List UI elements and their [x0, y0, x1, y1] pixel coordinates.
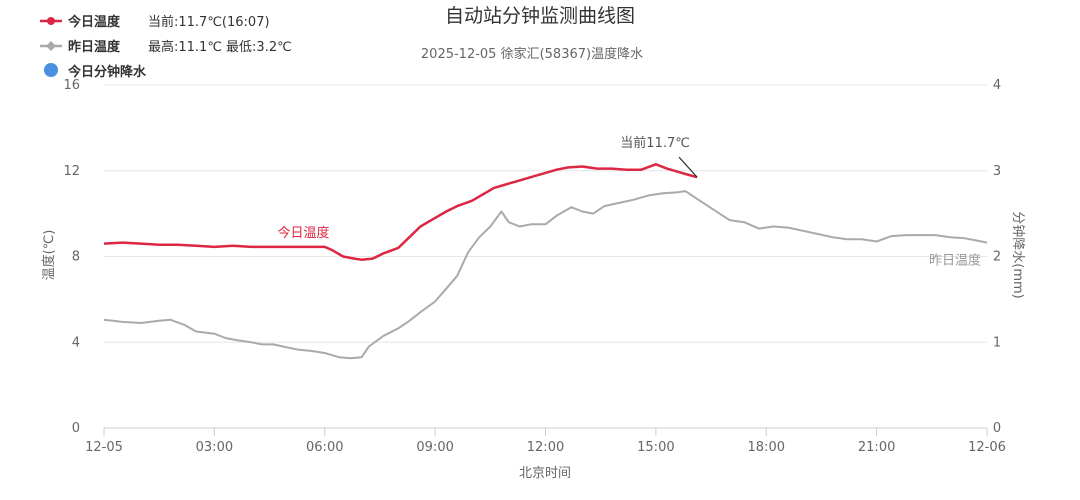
- legend-item-today-temp[interactable]: 今日温度 当前:11.7℃(16:07): [40, 14, 270, 30]
- x-tick-label: 12-05: [85, 440, 123, 455]
- x-tick-label: 18:00: [748, 440, 785, 455]
- y-left-tick-label: 4: [72, 335, 80, 350]
- y-left-tick-label: 12: [63, 164, 80, 179]
- x-tick-label: 12-06: [968, 440, 1006, 455]
- legend: 今日温度 当前:11.7℃(16:07) 昨日温度 最高:11.1℃ 最低:3.…: [40, 14, 292, 80]
- x-tick-label: 09:00: [416, 440, 453, 455]
- series-line-yesterday-temp: [103, 190, 988, 360]
- y-right-tick-label: 2: [993, 250, 1001, 265]
- legend-item-today-precip[interactable]: 今日分钟降水: [44, 63, 147, 80]
- x-tick-label: 21:00: [858, 440, 895, 455]
- y-left-tick-label: 0: [72, 421, 80, 436]
- x-tick-label: 06:00: [306, 440, 343, 455]
- y-right-tick-label: 1: [993, 335, 1001, 350]
- y-axis-right-title: 分钟降水(mm): [1010, 211, 1026, 298]
- legend-info: 最高:11.1℃ 最低:3.2℃: [148, 39, 292, 55]
- grid-lines: [104, 84, 987, 343]
- legend-label: 昨日温度: [68, 39, 121, 55]
- y-axis-left-title: 温度(℃): [41, 230, 57, 281]
- axes: 0 0 4 1 8 2 12 3 16 4 12-05 03:00 06:00 09:00 12:00 15:…: [63, 78, 1005, 455]
- chart-title: 自动站分钟监测曲线图: [445, 5, 635, 27]
- legend-info: 当前:11.7℃(16:07): [148, 14, 270, 30]
- y-left-tick-label: 16: [63, 78, 80, 93]
- legend-item-yesterday-temp[interactable]: 昨日温度 最高:11.1℃ 最低:3.2℃: [40, 39, 292, 55]
- legend-label: 今日分钟降水: [67, 64, 147, 80]
- series-label-today: 今日温度: [277, 225, 329, 241]
- chart-subtitle: 2025-12-05 徐家汇(58367)温度降水: [421, 46, 643, 62]
- x-tick-label: 15:00: [637, 440, 674, 455]
- y-right-tick-label: 0: [993, 421, 1001, 436]
- x-axis-title: 北京时间: [519, 466, 571, 481]
- series-line-today-temp: [103, 163, 698, 261]
- legend-label: 今日温度: [67, 14, 121, 30]
- series-label-yesterday: 昨日温度: [929, 253, 981, 269]
- y-right-tick-label: 4: [993, 78, 1001, 93]
- series-lines: [103, 163, 988, 360]
- x-tick-label: 12:00: [527, 440, 564, 455]
- x-tick-label: 03:00: [196, 440, 233, 455]
- y-left-tick-label: 8: [72, 250, 80, 265]
- annotation-pointer: [678, 156, 698, 178]
- annotation-current: 当前11.7℃: [620, 135, 690, 151]
- y-right-tick-label: 3: [993, 164, 1001, 179]
